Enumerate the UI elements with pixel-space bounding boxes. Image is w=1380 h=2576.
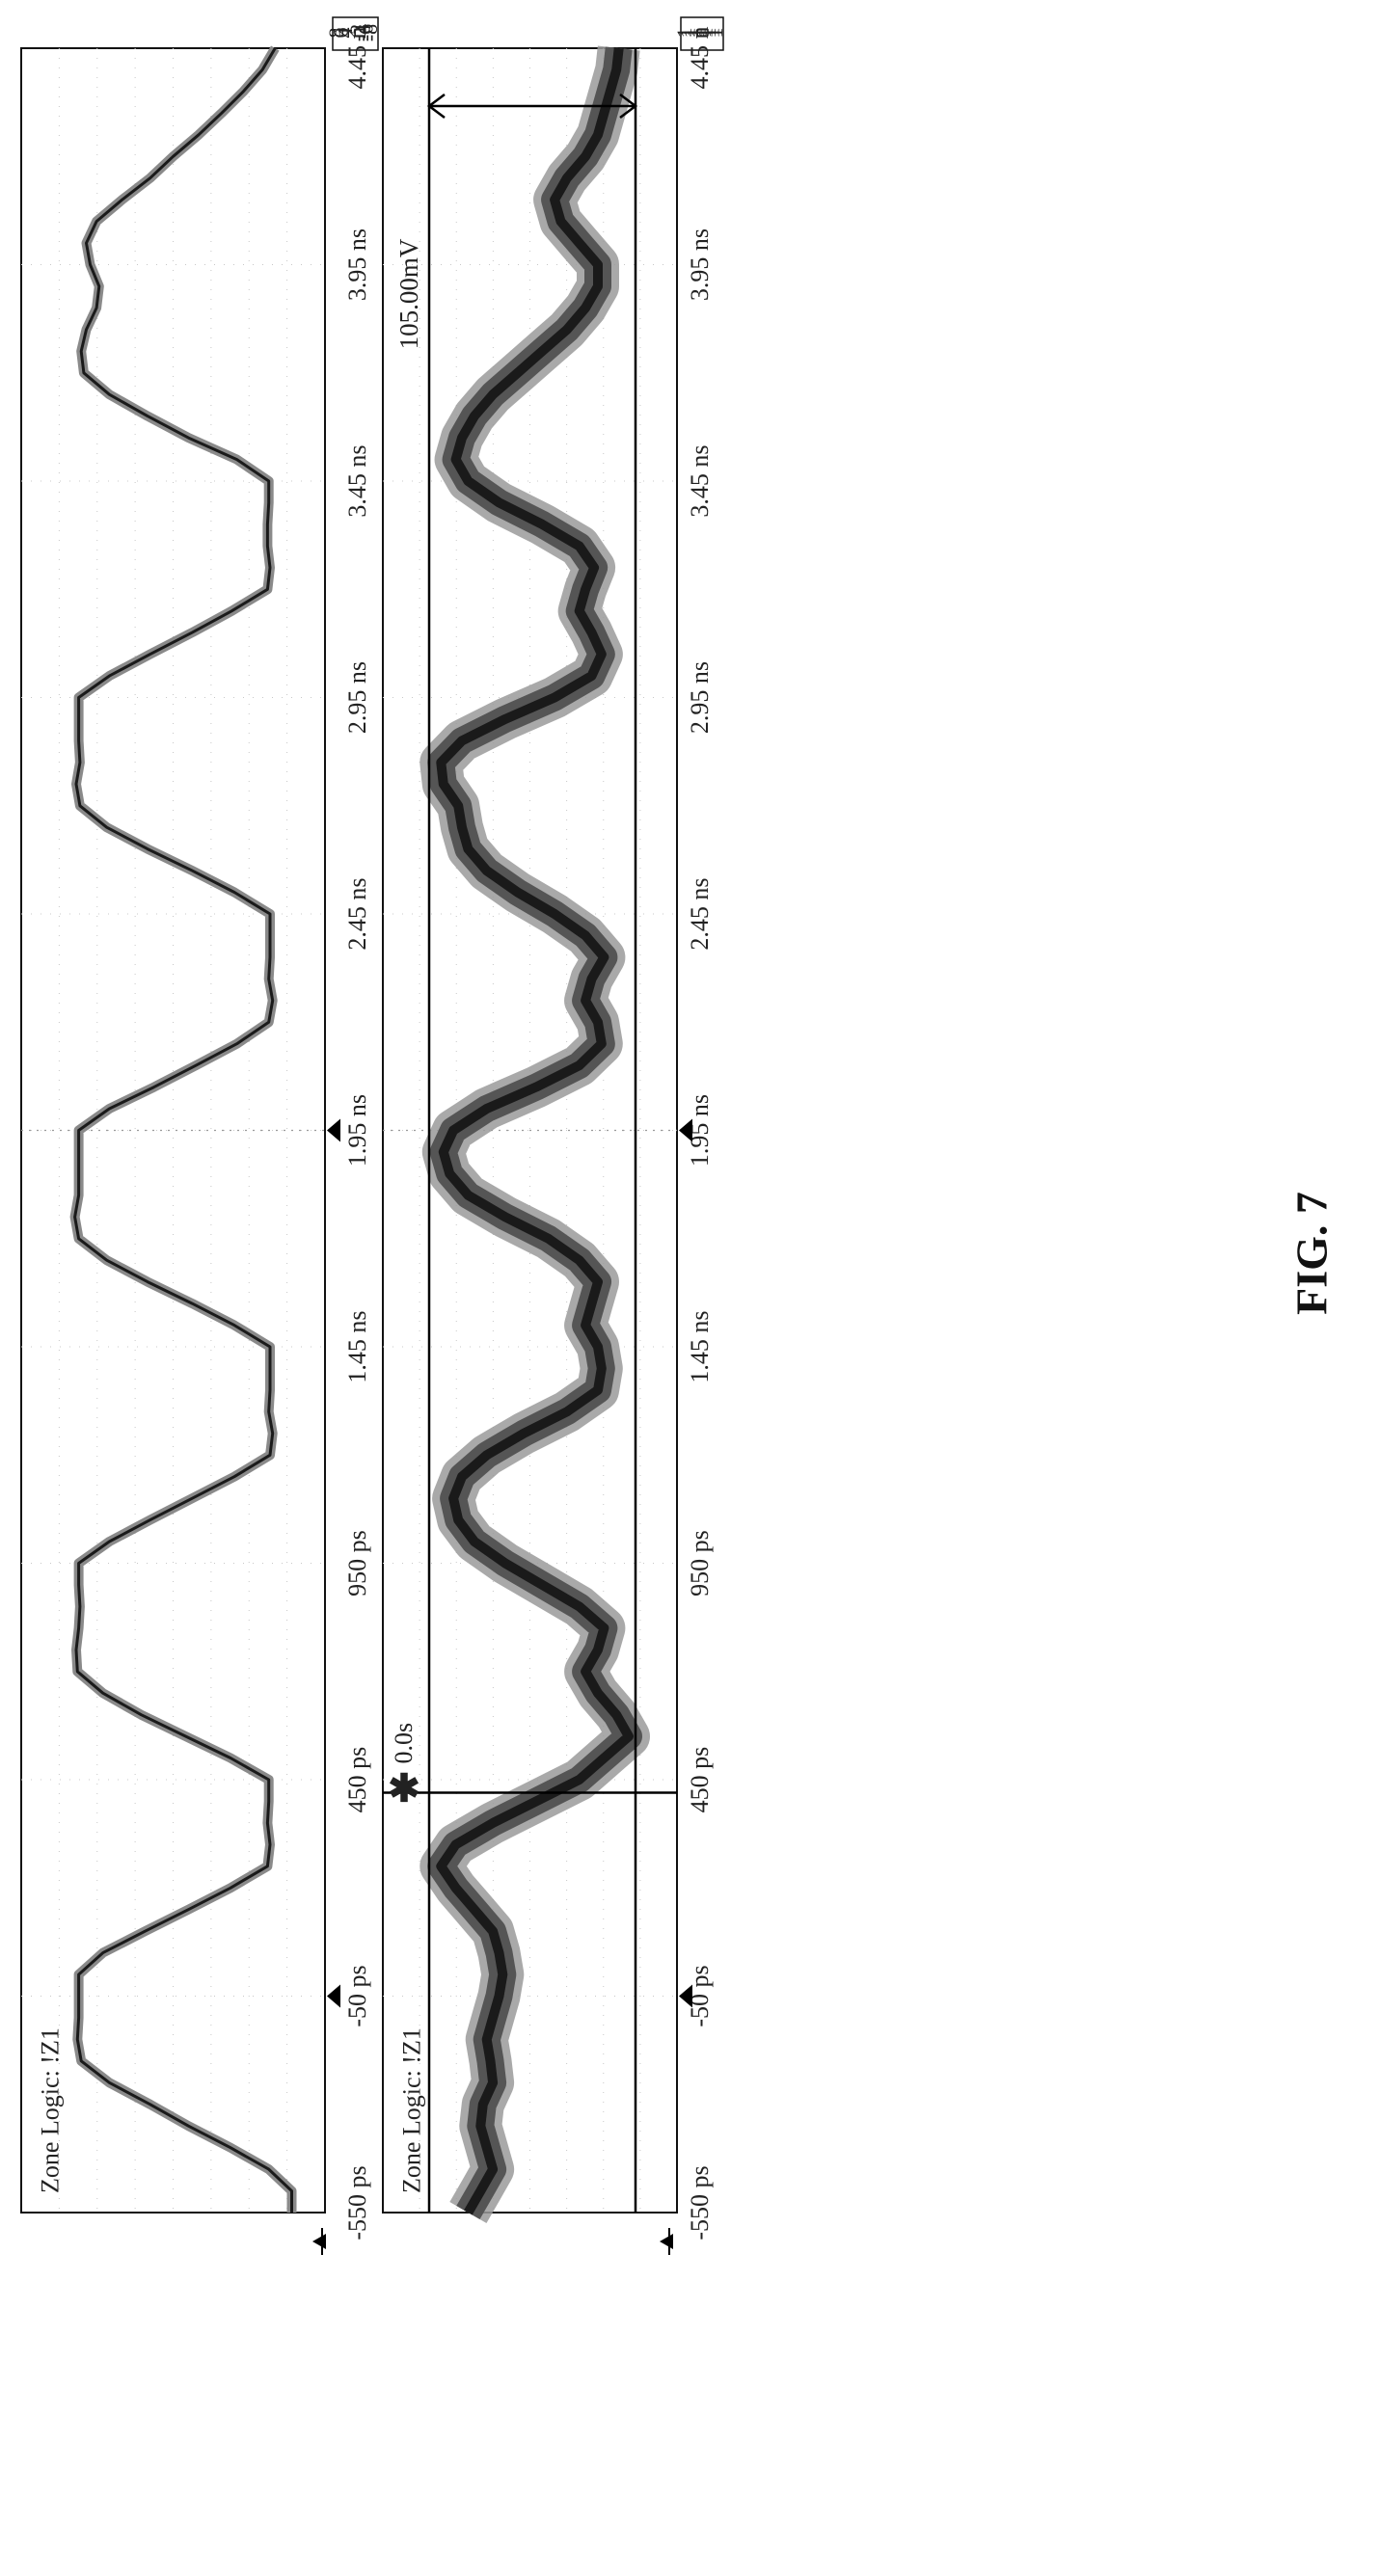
x-tick-label: 450 ps (343, 1747, 371, 1813)
y-tick-label: -8 (358, 24, 382, 41)
zone-logic-label: Zone Logic: !Z1 (36, 2027, 64, 2193)
measurement-arrow-head-lower (619, 94, 638, 119)
scale-strip (332, 16, 379, 51)
scale-strip (680, 16, 724, 51)
figure-label: FIG. 7 (1287, 1192, 1337, 1315)
y-tick-label: -2 (345, 24, 369, 41)
x-tick-label: 2.95 ns (686, 661, 714, 734)
cursor-time-label: 0.0s (390, 1723, 418, 1764)
measurement-arrow-head-upper (426, 94, 446, 119)
x-tick-label: 3.95 ns (343, 228, 371, 301)
y-tick-label: 6 (328, 28, 352, 39)
trigger-marker (327, 1118, 340, 1142)
y-tick-label: 1 (692, 28, 717, 39)
x-tick-label: 950 ps (343, 1530, 371, 1597)
y-tick-label: 1 (683, 28, 707, 39)
x-tick-label: 2.45 ns (343, 877, 371, 950)
y-tick-label: 1 (676, 28, 700, 39)
zone-logic-label: Zone Logic: !Z1 (397, 2027, 425, 2193)
y-tick-label: -4 (349, 24, 373, 41)
y-tick-label: 8 (324, 28, 348, 39)
trigger-marker (679, 1118, 692, 1142)
y-tick-label: 4 (333, 28, 357, 39)
cursor-star-icon: ✱ (388, 1767, 420, 1811)
y-tick-label: 1 (699, 28, 723, 39)
trigger-marker (679, 1984, 692, 2008)
ground-marker-arrow (660, 2234, 673, 2249)
x-tick-label: 1.45 ns (686, 1310, 714, 1382)
x-tick-label: 3.95 ns (686, 228, 714, 301)
x-tick-label: 3.45 ns (686, 444, 714, 517)
figure-label-container: FIG. 7 (1273, 1157, 1360, 1350)
x-tick-label: 950 ps (686, 1530, 714, 1597)
trigger-marker (327, 1984, 340, 2008)
measurement-value-label: 105.00mV (394, 238, 423, 349)
eye-trace-core (436, 47, 634, 2215)
y-tick-label: 1 (672, 28, 696, 39)
x-tick-label: 450 ps (686, 1747, 714, 1813)
plot-frame (20, 47, 326, 2214)
x-tick-label: 1.95 ns (343, 1094, 371, 1167)
y-tick-label: 1 (679, 28, 703, 39)
x-tick-label: 1.45 ns (343, 1310, 371, 1382)
x-tick-label: 2.45 ns (686, 877, 714, 950)
x-tick-label: 4.45 n (686, 27, 714, 90)
y-tick-label: 1 (686, 28, 710, 39)
x-tick-label: -550 ps (343, 2165, 371, 2240)
x-tick-label: 2.95 ns (343, 661, 371, 734)
y-tick-label: 1 (696, 28, 720, 39)
x-tick-label: 3.45 ns (343, 444, 371, 517)
ground-marker-arrow (312, 2234, 326, 2249)
y-tick-label: -6 (354, 24, 378, 41)
y-tick-label: 1 (690, 28, 714, 39)
y-tick-label: 1 (703, 28, 727, 39)
x-tick-label: 4.45 n (343, 27, 371, 90)
y-tick-label: 2 (337, 28, 361, 39)
x-tick-label: -550 ps (686, 2165, 714, 2240)
x-tick-label: -50 ps (343, 1965, 371, 2026)
waveform-trace (73, 47, 293, 2213)
